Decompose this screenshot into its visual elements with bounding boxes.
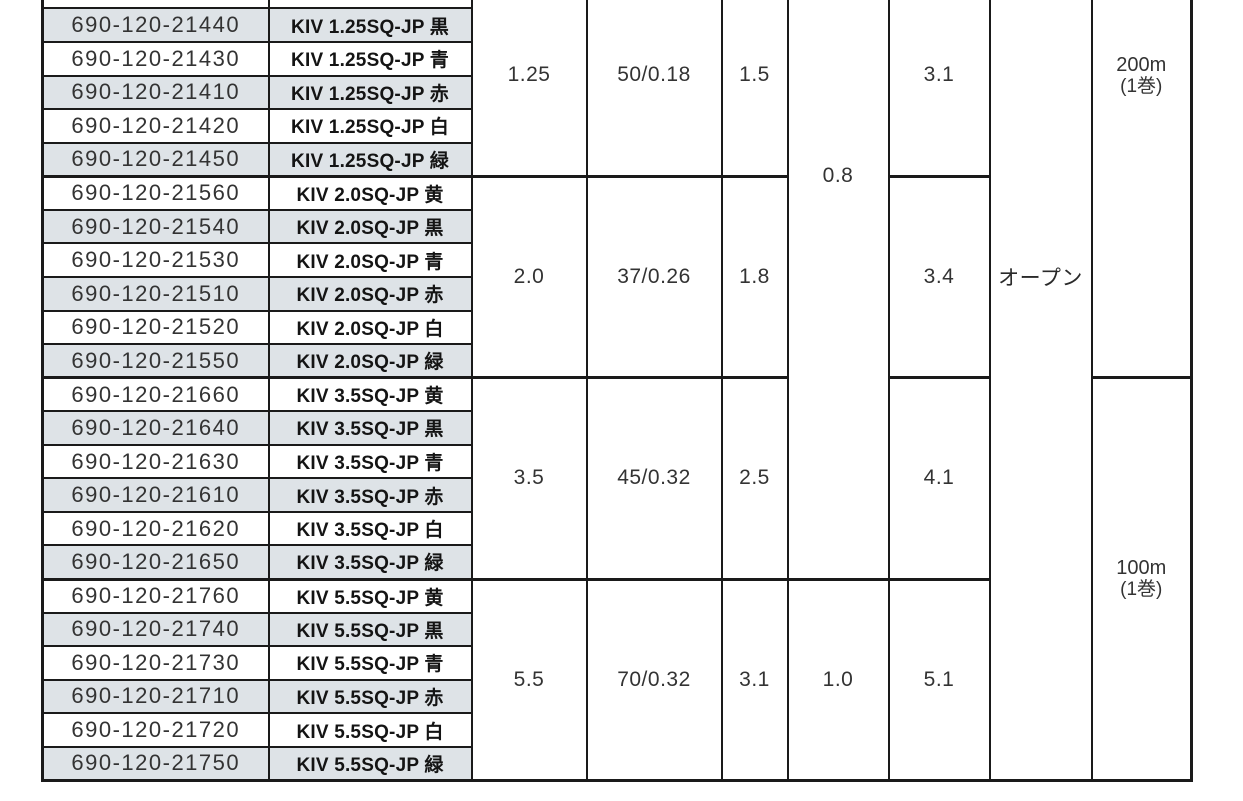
table-row: 690-120-21740 KIV 5.5SQ-JP 黒 <box>41 611 1192 648</box>
product-code-cell: 690-120-21620 <box>41 510 270 547</box>
product-code-cell: 690-120-21730 <box>41 645 270 681</box>
table-row: 690-120-21420 KIV 1.25SQ-JP 白 <box>41 108 1192 144</box>
product-name-cell: KIV 2.0SQ-JP 白 <box>267 309 473 346</box>
product-code-cell: 690-120-21540 <box>41 208 270 245</box>
size-cell: 1.25 <box>470 0 588 178</box>
table-row: 690-120-21720 KIV 5.5SQ-JP 白 <box>41 712 1192 748</box>
price-cell: オープン <box>988 0 1093 782</box>
product-name-cell: KIV 3.5SQ-JP 白 <box>267 510 473 547</box>
product-code-cell: 690-120-21610 <box>41 477 270 513</box>
product-code-cell: 690-120-21550 <box>41 343 270 379</box>
product-name-cell: KIV 3.5SQ-JP 黄 <box>267 376 473 413</box>
table-row: 690-120-21710 KIV 5.5SQ-JP 赤 <box>41 678 1192 715</box>
product-name-cell: KIV 2.0SQ-JP 黄 <box>267 174 473 211</box>
insulation-thickness-cell: 1.5 <box>720 0 789 178</box>
product-name-cell: KIV 2.0SQ-JP 青 <box>267 242 473 278</box>
product-name-cell: KIV 3.5SQ-JP 赤 <box>267 477 473 513</box>
product-name-cell: KIV 5.5SQ-JP 緑 <box>267 745 473 782</box>
strand-count-cell: 45/0.32 <box>585 376 723 581</box>
product-code-cell: 690-120-21560 <box>41 174 270 211</box>
table-row: 690-120-21510 KIV 2.0SQ-JP 赤 <box>41 275 1192 312</box>
table-row: 690-120-21530 KIV 2.0SQ-JP 青 <box>41 242 1192 278</box>
product-code-cell: 690-120-21410 <box>41 74 270 111</box>
product-code-cell <box>41 0 270 10</box>
product-code-cell: 690-120-21420 <box>41 108 270 144</box>
conductor-dia-cell: 0.8 <box>786 0 890 580</box>
conductor-dia-cell: 1.0 <box>786 577 890 782</box>
table-row: 690-120-21760 KIV 5.5SQ-JP 黄 5.5 70/0.32… <box>41 577 1192 782</box>
strand-count-cell: 50/0.18 <box>585 0 723 178</box>
product-name-cell: KIV 1.25SQ-JP 白 <box>267 108 473 144</box>
product-code-cell: 690-120-21430 <box>41 41 270 77</box>
size-cell: 3.5 <box>470 376 588 581</box>
insulation-thickness-cell: 1.8 <box>720 174 789 379</box>
table-row: 690-120-21440 KIV 1.25SQ-JP 黒 <box>41 7 1192 43</box>
strand-count-cell: 37/0.26 <box>585 174 723 379</box>
table-row: 690-120-21430 KIV 1.25SQ-JP 青 <box>41 41 1192 77</box>
length-unit: (1巻) <box>1120 75 1163 97</box>
product-name-cell: KIV 3.5SQ-JP 青 <box>267 443 473 480</box>
outer-dia-cell: 3.4 <box>887 174 991 379</box>
table-row: 690-120-21630 KIV 3.5SQ-JP 青 <box>41 443 1192 480</box>
table-row: 690-120-21650 KIV 3.5SQ-JP 緑 <box>41 544 1192 580</box>
length-cell: 100m (1巻) <box>1090 376 1193 782</box>
product-name-cell: KIV 2.0SQ-JP 赤 <box>267 275 473 312</box>
length-value: 100m <box>1116 557 1167 579</box>
product-name-cell <box>267 0 473 10</box>
product-name-cell: KIV 2.0SQ-JP 黒 <box>267 208 473 245</box>
insulation-thickness-cell: 3.1 <box>720 577 789 782</box>
table-row: 690-120-21550 KIV 2.0SQ-JP 緑 <box>41 343 1192 379</box>
product-name-cell: KIV 2.0SQ-JP 緑 <box>267 343 473 379</box>
table-row: 690-120-21410 KIV 1.25SQ-JP 赤 <box>41 74 1192 111</box>
product-table: 0.8 オープン 200m (1巻) 1.25 50/0.18 1.5 3.1 … <box>41 0 1193 782</box>
size-cell: 2.0 <box>470 174 588 379</box>
product-code-cell: 690-120-21640 <box>41 410 270 446</box>
product-name-cell: KIV 5.5SQ-JP 黒 <box>267 611 473 648</box>
product-name-cell: KIV 5.5SQ-JP 黄 <box>267 577 473 614</box>
product-code-cell: 690-120-21710 <box>41 678 270 715</box>
table-row: 690-120-21660 KIV 3.5SQ-JP 黄 3.5 45/0.32… <box>41 376 1193 782</box>
product-name-cell: KIV 1.25SQ-JP 黒 <box>267 7 473 43</box>
outer-dia-cell: 4.1 <box>887 376 991 581</box>
table-row: 690-120-21520 KIV 2.0SQ-JP 白 <box>41 309 1192 346</box>
strand-count-cell: 70/0.32 <box>585 577 723 782</box>
product-code-cell: 690-120-21760 <box>41 577 270 614</box>
table-row: 690-120-21560 KIV 2.0SQ-JP 黄 2.0 37/0.26… <box>41 174 1192 379</box>
product-code-cell: 690-120-21520 <box>41 309 270 346</box>
table-row: 690-120-21540 KIV 2.0SQ-JP 黒 <box>41 208 1192 245</box>
product-name-cell: KIV 3.5SQ-JP 黒 <box>267 410 473 446</box>
product-code-cell: 690-120-21660 <box>41 376 270 413</box>
outer-dia-cell: 5.1 <box>887 577 991 782</box>
product-name-cell: KIV 3.5SQ-JP 緑 <box>267 544 473 580</box>
table-row: 690-120-21750 KIV 5.5SQ-JP 緑 <box>41 745 1192 782</box>
table-row: 690-120-21610 KIV 3.5SQ-JP 赤 <box>41 477 1192 513</box>
product-code-cell: 690-120-21720 <box>41 712 270 748</box>
table-row: 690-120-21730 KIV 5.5SQ-JP 青 <box>41 645 1192 681</box>
product-name-cell: KIV 5.5SQ-JP 青 <box>267 645 473 681</box>
product-name-cell: KIV 1.25SQ-JP 緑 <box>267 141 473 178</box>
product-code-cell: 690-120-21440 <box>41 7 270 43</box>
length-value: 200m <box>1116 53 1167 76</box>
size-cell: 5.5 <box>470 577 588 782</box>
table-row: 690-120-21620 KIV 3.5SQ-JP 白 <box>41 510 1192 547</box>
product-code-cell: 690-120-21630 <box>41 443 270 480</box>
product-name-cell: KIV 5.5SQ-JP 赤 <box>267 678 473 715</box>
outer-dia-cell: 3.1 <box>887 0 991 178</box>
length-cell: 200m (1巻) <box>1090 0 1193 379</box>
product-code-cell: 690-120-21510 <box>41 275 270 312</box>
product-code-cell: 690-120-21450 <box>41 141 270 178</box>
table-row: 690-120-21450 KIV 1.25SQ-JP 緑 <box>41 141 1192 178</box>
product-name-cell: KIV 1.25SQ-JP 赤 <box>267 74 473 111</box>
product-code-cell: 690-120-21650 <box>41 544 270 580</box>
product-name-cell: KIV 5.5SQ-JP 白 <box>267 712 473 748</box>
product-code-cell: 690-120-21530 <box>41 242 270 278</box>
product-name-cell: KIV 1.25SQ-JP 青 <box>267 41 473 77</box>
length-unit: (1巻) <box>1120 579 1163 600</box>
product-code-cell: 690-120-21740 <box>41 611 270 648</box>
insulation-thickness-cell: 2.5 <box>720 376 789 581</box>
table-row: 690-120-21640 KIV 3.5SQ-JP 黒 <box>41 410 1192 446</box>
product-code-cell: 690-120-21750 <box>41 745 270 782</box>
table-row-partial: 1.25 50/0.18 1.5 3.1 <box>41 0 1192 178</box>
